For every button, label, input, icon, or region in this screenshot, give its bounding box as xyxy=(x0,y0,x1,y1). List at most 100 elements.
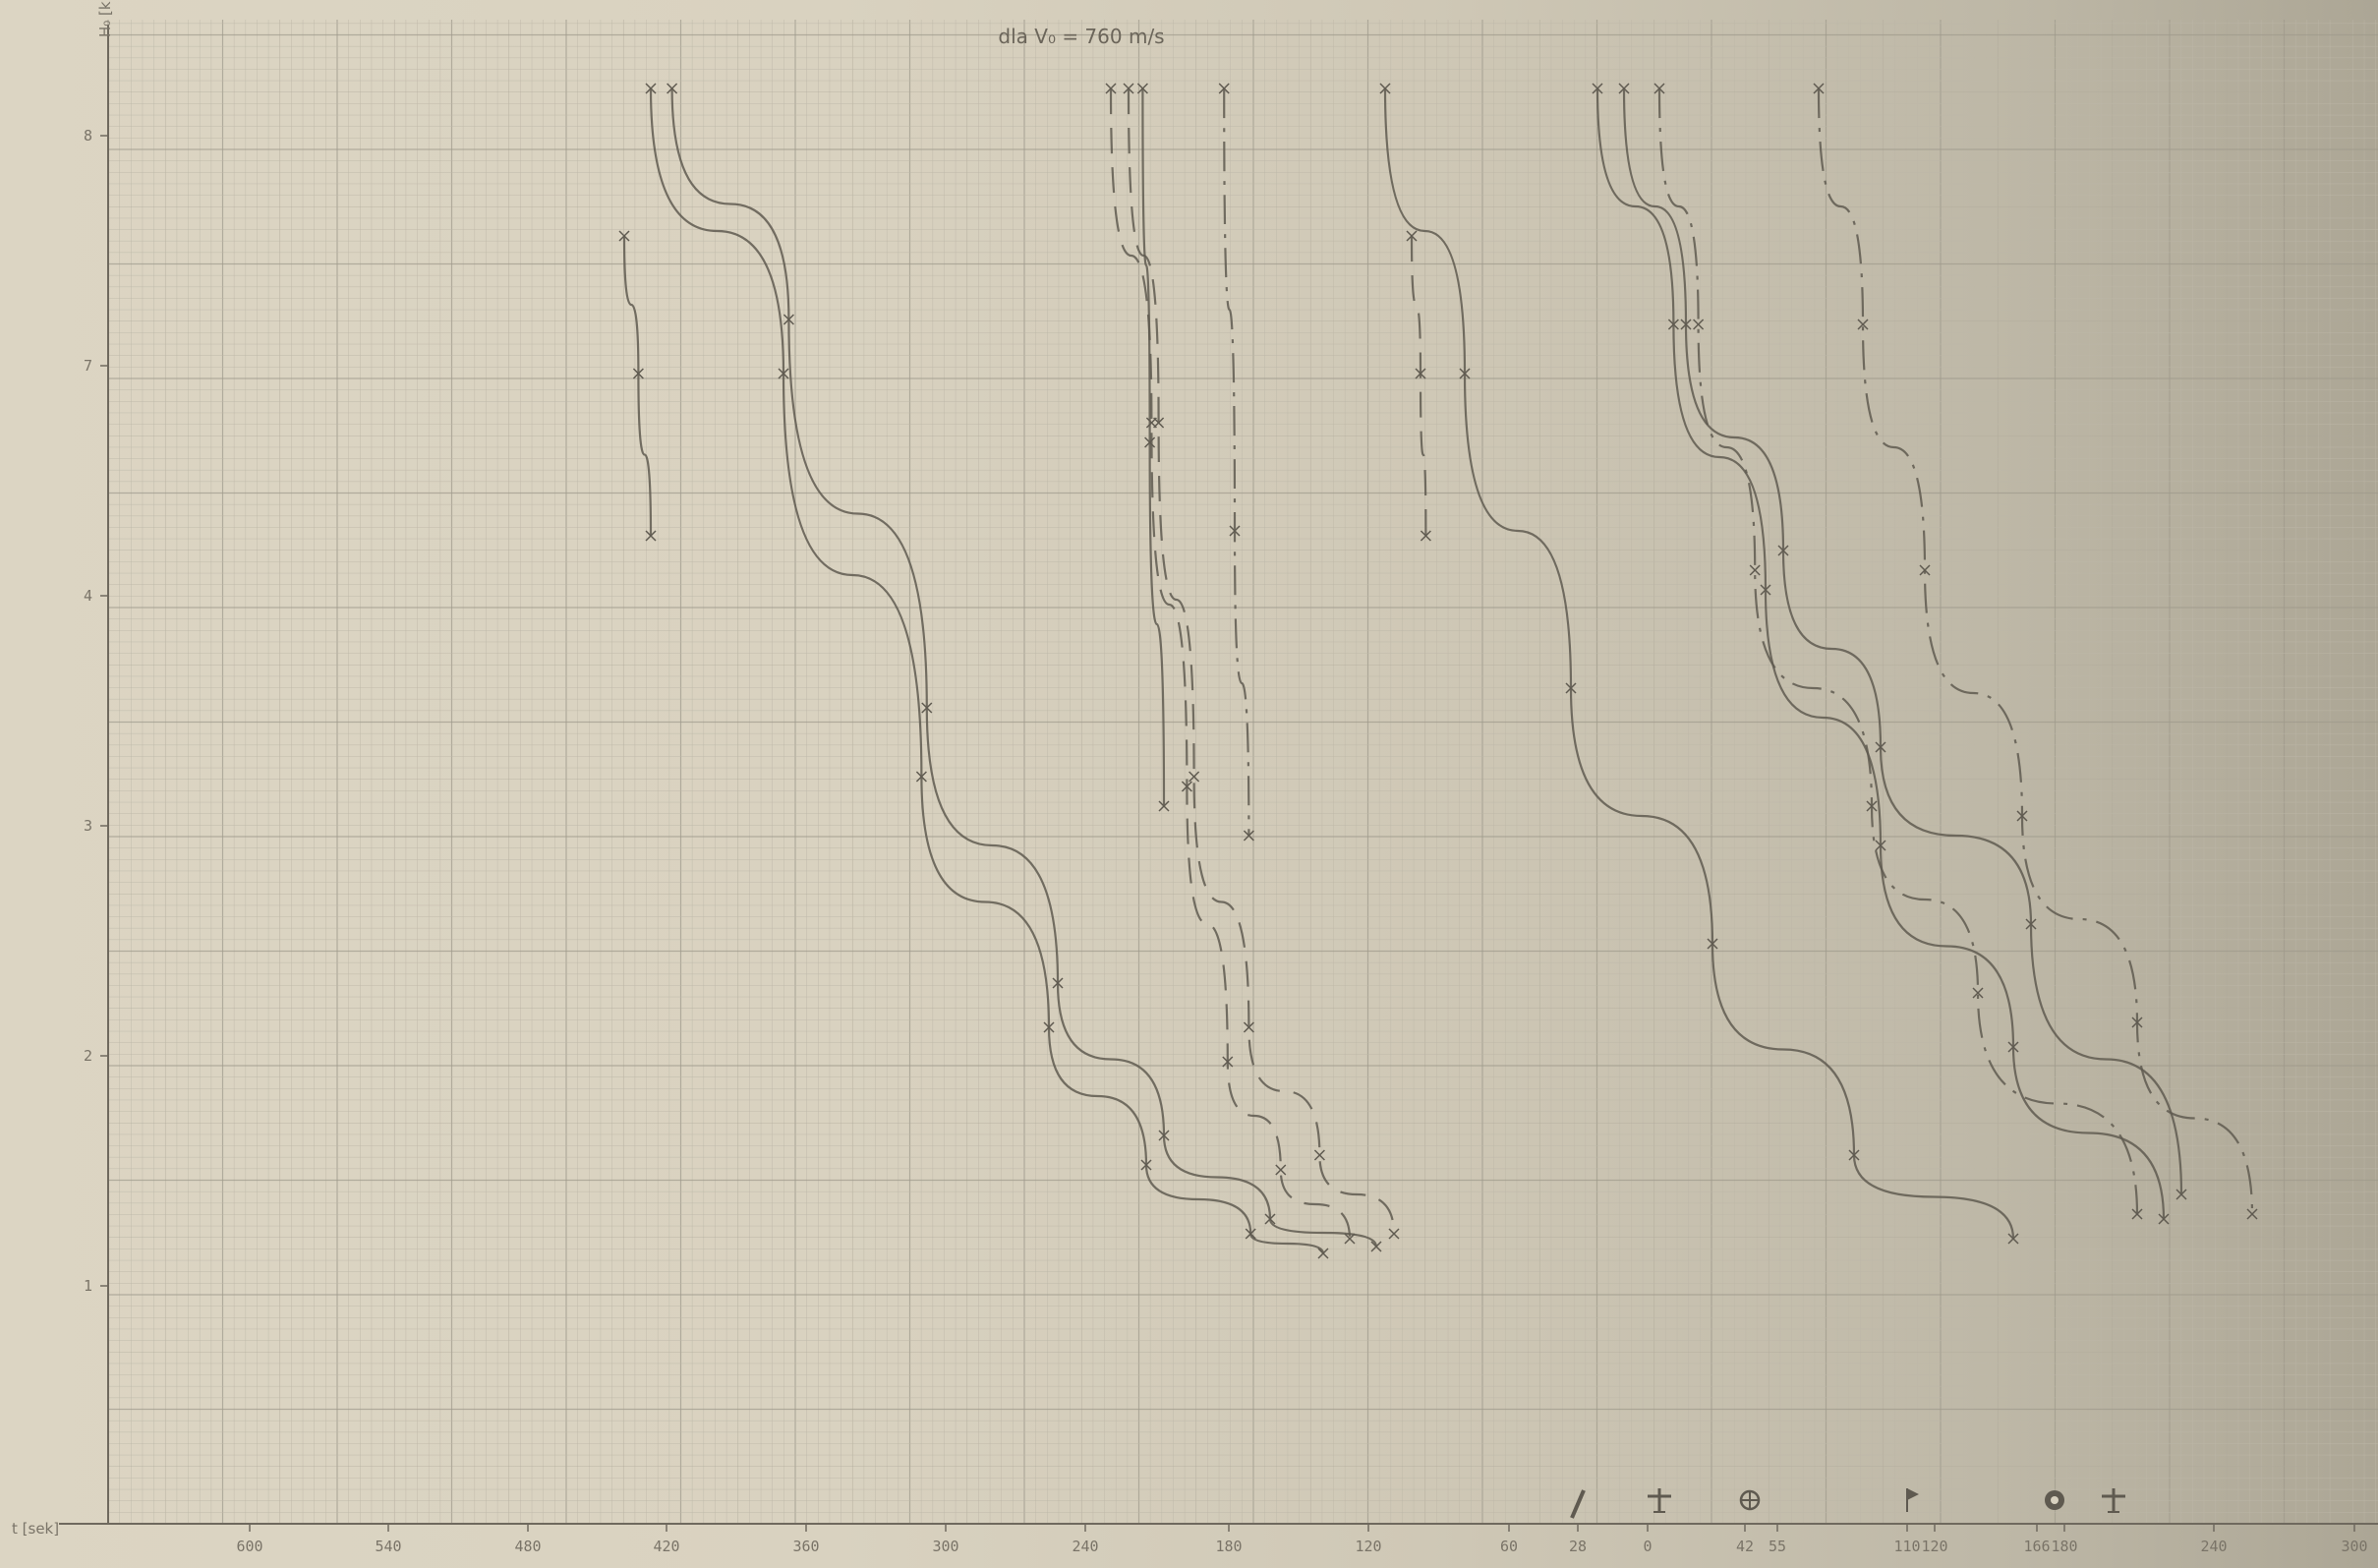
x-axis-label: t [sek] xyxy=(12,1520,59,1538)
series-point xyxy=(1848,1149,1860,1161)
crosshair-icon xyxy=(1739,1489,1761,1511)
series-point xyxy=(1158,1130,1170,1141)
x-tick-label: 28 xyxy=(1569,1538,1587,1555)
series-point xyxy=(1229,525,1241,537)
x-tick-label: 240 xyxy=(1072,1538,1098,1555)
ticks-layer: 8 7 4 3 2 1 600 540 480 420 360 300 240 180 120 60 28 0 42… xyxy=(84,127,2368,1555)
y-tick-label: 3 xyxy=(84,817,92,835)
y-tick-label: 4 xyxy=(84,587,92,605)
series-point xyxy=(1777,545,1789,556)
series-point xyxy=(1181,781,1192,792)
series-point xyxy=(1420,530,1431,542)
x-tick-label: 540 xyxy=(375,1538,401,1555)
series-point xyxy=(2131,1208,2143,1220)
series-point xyxy=(1317,1248,1329,1259)
series-point xyxy=(2016,810,2028,822)
series-point xyxy=(1813,83,1825,94)
grid xyxy=(107,20,2378,1525)
x-tick-label: 42 xyxy=(1736,1538,1754,1555)
series-point xyxy=(921,702,933,714)
series-point xyxy=(1618,83,1630,94)
x-tick-label: 360 xyxy=(792,1538,819,1555)
x-tick-label: 480 xyxy=(514,1538,541,1555)
series-line-2 xyxy=(670,87,1378,1248)
x-tick-label: 300 xyxy=(932,1538,958,1555)
series-point xyxy=(645,83,657,94)
series-point xyxy=(1043,1021,1055,1033)
y-axis-label: H₀ [km] xyxy=(96,0,114,37)
series-point xyxy=(783,314,794,325)
series-point xyxy=(2246,1208,2258,1220)
series-point xyxy=(2175,1189,2187,1200)
series-point xyxy=(1144,436,1156,448)
series-line-5 xyxy=(1127,87,1396,1235)
series-point xyxy=(1749,564,1761,576)
series-line-4 xyxy=(1109,87,1352,1240)
series-point xyxy=(2025,918,2037,930)
series-point xyxy=(1264,1213,1276,1225)
series-point xyxy=(1415,368,1426,379)
series-point xyxy=(1680,319,1692,330)
series-layer xyxy=(618,83,2258,1259)
series-point xyxy=(1379,83,1391,94)
plane-icon xyxy=(2102,1488,2125,1513)
target-icon xyxy=(2045,1490,2064,1510)
x-tick-label: 60 xyxy=(1500,1538,1518,1555)
series-point xyxy=(1136,83,1148,94)
x-tick-label: 420 xyxy=(653,1538,679,1555)
series-point xyxy=(1459,368,1471,379)
series-point xyxy=(2158,1213,2170,1225)
series-point xyxy=(1243,830,1254,842)
series-point xyxy=(1275,1164,1287,1176)
series-point xyxy=(2007,1041,2019,1053)
y-tick-label: 7 xyxy=(84,357,92,375)
series-line-13 xyxy=(1817,87,2254,1215)
x-tick-label: 0 xyxy=(1643,1538,1652,1555)
series-point xyxy=(1565,682,1577,694)
series-point xyxy=(1875,741,1886,753)
series-point xyxy=(632,368,644,379)
series-line-11 xyxy=(1657,87,2139,1215)
series-point xyxy=(1123,83,1134,94)
x-tick-label: 55 xyxy=(1769,1538,1786,1555)
series-line-1 xyxy=(649,87,1325,1254)
series-point xyxy=(667,83,678,94)
x-tick-label: 180 xyxy=(1215,1538,1242,1555)
series-point xyxy=(1693,319,1705,330)
series-point xyxy=(1218,83,1230,94)
series-point xyxy=(1857,319,1869,330)
series-point xyxy=(1406,230,1418,242)
series-point xyxy=(1052,977,1064,989)
series-point xyxy=(618,230,630,242)
series-point xyxy=(1370,1241,1382,1252)
series-point xyxy=(1245,1228,1256,1240)
series-point xyxy=(778,368,789,379)
series-point xyxy=(1222,1056,1234,1068)
series-point xyxy=(1653,83,1665,94)
series-point xyxy=(1866,800,1878,812)
series-point xyxy=(2007,1233,2019,1245)
series-line-12 xyxy=(1622,87,2183,1195)
series-point xyxy=(1760,584,1771,596)
plane-icon xyxy=(1648,1488,1671,1513)
y-tick-label: 1 xyxy=(84,1277,92,1295)
markers-layer xyxy=(1570,1488,2125,1519)
x-tick-label: 600 xyxy=(236,1538,262,1555)
slash-icon xyxy=(1570,1489,1586,1519)
x-tick-label: 300 xyxy=(2341,1538,2367,1555)
series-line-10 xyxy=(1595,87,2166,1220)
x-tick-label: 180 xyxy=(2051,1538,2077,1555)
series-point xyxy=(1972,987,1984,999)
x-tick-label: 166 xyxy=(2023,1538,2050,1555)
series-line-3 xyxy=(622,235,653,537)
series-point xyxy=(1344,1233,1356,1245)
pennant-icon xyxy=(1906,1488,1919,1512)
series-point xyxy=(1105,83,1117,94)
series-point xyxy=(1189,771,1200,783)
series-point xyxy=(915,771,927,783)
y-tick-label: 2 xyxy=(84,1047,92,1065)
series-point xyxy=(1667,319,1679,330)
series-point xyxy=(1388,1228,1400,1240)
x-tick-label: 120 xyxy=(1921,1538,1947,1555)
